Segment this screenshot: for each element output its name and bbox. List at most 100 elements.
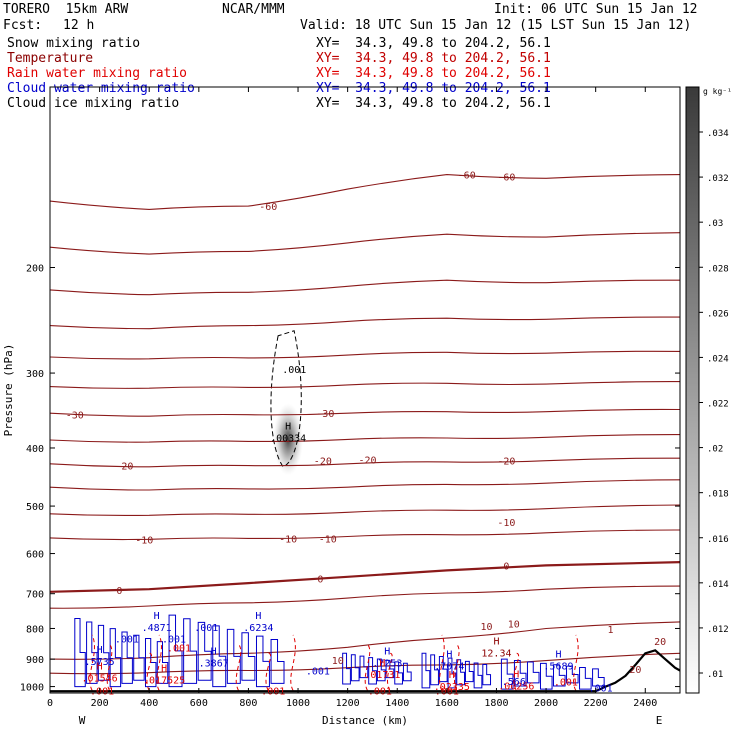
colorbar-tick-label: .014	[707, 580, 729, 590]
rain-contour	[146, 652, 152, 691]
rain-contour	[290, 634, 296, 691]
colorbar-tick-label: .026	[707, 309, 729, 319]
x-tick-label: 1200	[336, 698, 360, 709]
x-tick-label: 2000	[534, 698, 558, 709]
y-axis-label: Pressure (hPa)	[2, 344, 15, 437]
field-name-temperature: Temperature	[7, 51, 94, 66]
cloud-water-contour	[156, 641, 169, 684]
isotherm-minus40	[50, 350, 680, 360]
y-tick-label: 400	[26, 444, 44, 455]
y-tick-label: 800	[26, 624, 44, 635]
cloud-water-contour	[394, 661, 403, 685]
colorbar-tick-label: .012	[707, 625, 729, 635]
colorbar-tick-label: .018	[707, 490, 729, 500]
isotherm-minus10	[50, 504, 680, 517]
isotherm-label: -10	[497, 518, 515, 529]
maximum-marker: H	[161, 664, 167, 675]
isotherm-minus50	[50, 279, 680, 296]
x-tick-label: 0	[47, 698, 53, 709]
isotherm-minus35	[50, 381, 680, 389]
isotherm-label: -20	[115, 462, 133, 473]
colorbar-tick-label: .034	[707, 129, 729, 139]
cloud-water-contour	[168, 614, 183, 688]
maximum-marker: H	[493, 636, 499, 647]
cloud-water-contour	[197, 621, 212, 681]
cloud-water-contour	[109, 628, 122, 688]
model-title: TORERO 15km ARW	[3, 2, 129, 17]
x-axis-label: Distance (km)	[322, 714, 408, 727]
contour-label: .001	[115, 635, 139, 646]
cloud-water-contour	[592, 668, 605, 687]
cloud-water-contour	[421, 652, 431, 689]
isotherm-label: 20	[654, 637, 666, 648]
cloud-water-contour	[482, 664, 492, 686]
cloud-water-contour	[464, 660, 474, 683]
x-tick-label: 1400	[385, 698, 409, 709]
isotherm-label: -20	[358, 455, 376, 466]
colorbar: g kg⁻¹ .034 .032 .03 .028 .026 .024 .022 .02 .01…	[685, 86, 732, 694]
cloud-water-contour	[270, 639, 285, 684]
cloud-water-contour	[121, 631, 133, 684]
snow-contour	[270, 330, 302, 468]
cloud-water-contour	[350, 654, 360, 682]
isotherm-label: 0	[116, 586, 122, 597]
snow-max-marker: H	[285, 421, 291, 432]
cloud-water-contour	[255, 635, 270, 688]
isotherm-0	[50, 561, 680, 593]
snow-contour-label: .001	[282, 365, 306, 376]
maximum-value: 12.34	[481, 648, 511, 659]
init-time: Init: 06 UTC Sun 15 Jan 12	[494, 2, 698, 17]
colorbar-tick-label: .01	[707, 670, 723, 680]
x-tick-label: 2400	[633, 698, 657, 709]
rain-contour	[364, 643, 371, 691]
maximum-marker: H	[97, 661, 103, 672]
snow-max-value: .00334	[270, 433, 306, 444]
isotherm-label: -10	[135, 535, 153, 546]
maximum-marker: H	[154, 611, 160, 622]
rain-contour	[439, 634, 445, 691]
maximum-value: .3867	[199, 659, 229, 670]
cloud-water-contour	[553, 664, 566, 687]
colorbar-tick-label: .022	[707, 400, 729, 410]
colorbar-tick-label: .02	[707, 445, 723, 455]
y-tick-label: 600	[26, 550, 44, 561]
cloud-water-contour	[438, 656, 448, 683]
cloud-water-contour	[526, 661, 540, 684]
maximum-marker: H	[97, 645, 103, 656]
field-name-rain: Rain water mixing ratio	[7, 66, 188, 81]
maximum-value: .6234	[243, 623, 273, 634]
y-tick-label: 1000	[20, 683, 44, 694]
isotherm-minus60	[50, 174, 680, 210]
maximum-marker: H	[449, 670, 455, 681]
maximum-value: .01546	[82, 673, 118, 684]
maximum-marker: H	[255, 611, 261, 622]
colorbar-unit: g kg⁻¹	[703, 87, 732, 96]
cloud-water-contour	[402, 662, 412, 682]
isotherm-minus15	[50, 479, 680, 491]
rain-contour	[106, 643, 113, 691]
cloud-water-contour	[500, 658, 514, 690]
valid-time: Valid: 18 UTC Sun 15 Jan 12 (15 LST Sun …	[300, 18, 692, 33]
plot-frame	[49, 86, 681, 694]
field-range-rain: XY= 34.3, 49.8 to 204.2, 56.1	[316, 66, 551, 81]
y-tick-label: 200	[26, 263, 44, 274]
maximum-marker: H	[513, 669, 519, 680]
isotherm-minus5	[50, 529, 680, 541]
isotherm-label: 10	[508, 620, 520, 631]
snow-shading	[273, 403, 304, 476]
direction-west: W	[79, 714, 86, 727]
y-tick-label: 700	[26, 590, 44, 601]
isotherm-minus30	[50, 408, 680, 417]
cloud-water-contour	[342, 652, 351, 685]
contour-label: .001	[368, 686, 392, 697]
maximum-value: .4871	[142, 623, 172, 634]
cloud-water-contour	[456, 659, 465, 686]
isotherm-label: -10	[319, 534, 337, 545]
cloud-water-contour	[226, 628, 241, 684]
contour-label: .001	[194, 623, 218, 634]
isotherm-minus45	[50, 316, 680, 330]
isotherm-minus55	[50, 232, 680, 255]
cloud-water-contour	[368, 657, 377, 685]
isotherm-minus25	[50, 434, 680, 443]
